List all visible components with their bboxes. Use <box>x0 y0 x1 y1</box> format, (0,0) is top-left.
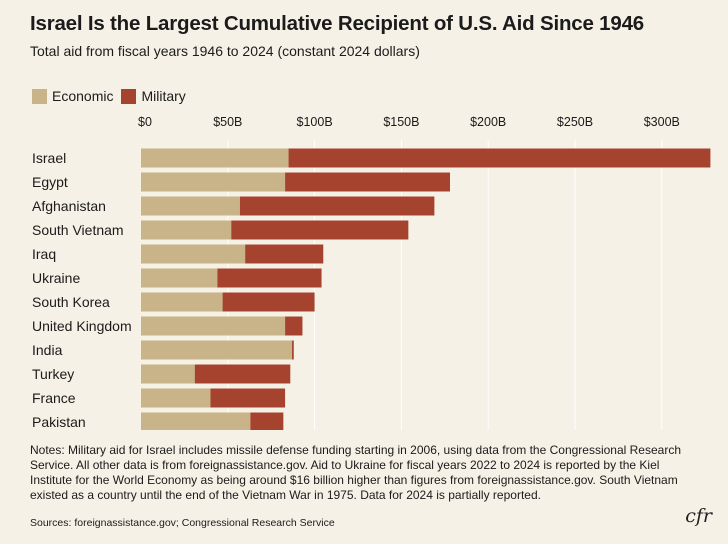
category-label: Israel <box>32 150 66 166</box>
bar-military <box>239 196 435 216</box>
legend: Economic Military <box>32 88 194 104</box>
category-label: Egypt <box>32 174 68 190</box>
category-label: France <box>32 390 76 406</box>
x-tick-label: $50B <box>213 115 242 129</box>
bar-economic <box>141 388 211 408</box>
bar-military <box>285 172 451 192</box>
bar-economic <box>141 316 286 336</box>
bar-economic <box>141 268 218 288</box>
legend-label-economic: Economic <box>52 88 114 104</box>
bar-military <box>210 388 286 408</box>
category-label: Turkey <box>32 366 74 382</box>
bar-economic <box>141 196 240 216</box>
bar-economic <box>141 412 251 430</box>
legend-item-military: Military <box>121 88 186 104</box>
x-tick-label: $150B <box>383 115 419 129</box>
category-label: Ukraine <box>32 270 80 286</box>
chart-sources: Sources: foreignassistance.gov; Congress… <box>30 517 335 529</box>
category-label: Pakistan <box>32 414 86 430</box>
bar-economic <box>141 364 195 384</box>
bar-economic <box>141 220 232 240</box>
x-tick-label: $0 <box>138 115 152 129</box>
legend-swatch-economic <box>32 88 47 104</box>
category-label: Afghanistan <box>32 198 106 214</box>
x-tick-label: $200B <box>470 115 506 129</box>
legend-label-military: Military <box>141 88 186 104</box>
chart-notes: Notes: Military aid for Israel includes … <box>30 443 681 502</box>
x-tick-label: $100B <box>297 115 333 129</box>
category-label: Iraq <box>32 246 56 262</box>
bar-economic <box>141 340 293 360</box>
category-label: South Korea <box>32 294 110 310</box>
category-label: India <box>32 342 63 358</box>
bar-military <box>194 364 291 384</box>
bar-military <box>222 292 315 312</box>
legend-swatch-military <box>121 88 137 104</box>
bar-military <box>285 316 303 336</box>
category-label: United Kingdom <box>32 318 132 334</box>
bar-military <box>292 340 294 360</box>
bar-economic <box>141 244 246 264</box>
bar-economic <box>141 148 289 168</box>
bar-economic <box>141 292 223 312</box>
category-label: South Vietnam <box>32 222 124 238</box>
x-tick-label: $250B <box>557 115 593 129</box>
chart-subtitle: Total aid from fiscal years 1946 to 2024… <box>30 43 420 59</box>
x-tick-label: $300B <box>644 115 680 129</box>
cfr-logo: cfr <box>685 505 712 527</box>
bar-military <box>250 412 284 430</box>
bar-military <box>245 244 324 264</box>
bar-military <box>217 268 322 288</box>
bar-chart: $0 $50B $100B $150B $200B $250B $300B Israel Egy… <box>32 115 711 430</box>
bar-military <box>231 220 409 240</box>
chart-title: Israel Is the Largest Cumulative Recipie… <box>30 12 644 35</box>
bar-economic <box>141 172 286 192</box>
bar-military <box>288 148 711 168</box>
legend-item-economic: Economic <box>32 88 113 104</box>
